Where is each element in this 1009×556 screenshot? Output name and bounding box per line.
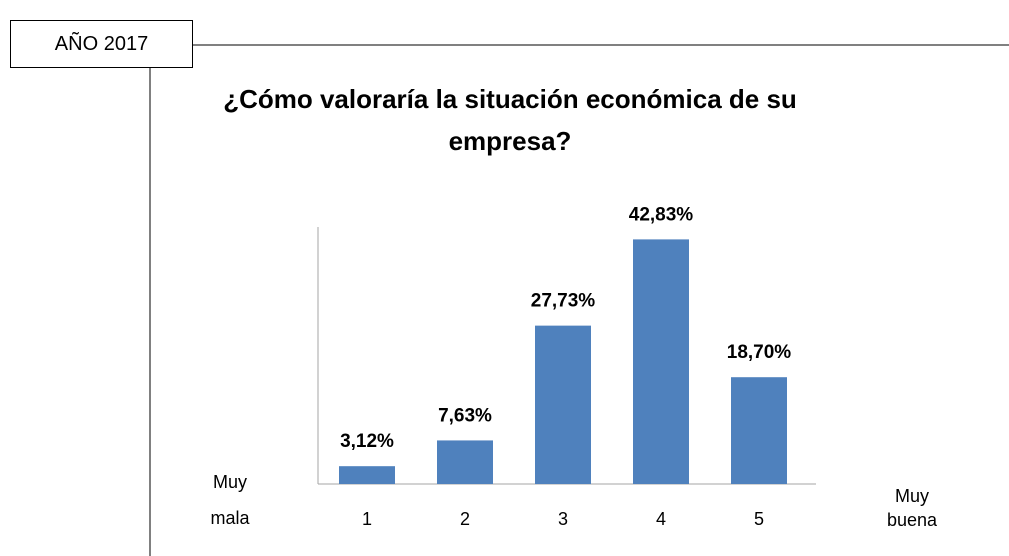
- data-label: 42,83%: [629, 204, 694, 225]
- x-tick-label: 2: [460, 509, 470, 529]
- data-label: 7,63%: [438, 405, 492, 426]
- data-label: 3,12%: [340, 431, 394, 452]
- low-label: Muy: [213, 472, 247, 492]
- bar: [339, 466, 395, 484]
- high-label: buena: [887, 510, 938, 530]
- low-label: mala: [210, 508, 250, 528]
- x-tick-label: 3: [558, 509, 568, 529]
- high-label: Muy: [895, 486, 929, 506]
- bar: [633, 239, 689, 484]
- data-label: 18,70%: [727, 342, 792, 363]
- chart-title: ¿Cómo valoraría la situación económica d…: [223, 84, 797, 156]
- data-label: 27,73%: [531, 291, 596, 312]
- x-tick-label: 1: [362, 509, 372, 529]
- x-tick-label: 4: [656, 509, 666, 529]
- bar: [437, 440, 493, 484]
- bar: [535, 325, 591, 484]
- year-label: AÑO 2017: [10, 20, 193, 68]
- x-tick-label: 5: [754, 509, 764, 529]
- bar: [731, 377, 787, 484]
